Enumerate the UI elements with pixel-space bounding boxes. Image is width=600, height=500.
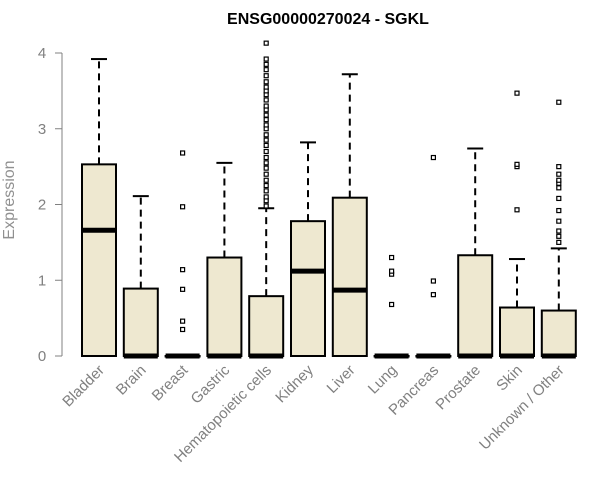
box-kidney xyxy=(290,141,326,357)
box xyxy=(540,309,577,357)
outlier-point xyxy=(514,90,520,96)
box xyxy=(248,295,285,357)
outlier-point xyxy=(180,204,186,210)
box xyxy=(331,196,368,357)
x-tick-label: Kidney xyxy=(272,361,317,406)
outlier-point xyxy=(263,165,269,171)
outlier-point xyxy=(556,239,562,245)
outlier-point xyxy=(263,137,269,143)
box xyxy=(81,163,117,357)
outlier-point xyxy=(263,194,269,200)
y-axis: 0 1 2 3 4 xyxy=(38,45,63,365)
outlier-point xyxy=(263,73,269,79)
x-tick-label: Breast xyxy=(149,361,192,404)
outlier-point xyxy=(263,122,269,128)
outlier-point xyxy=(263,67,269,73)
box-liver xyxy=(331,73,368,357)
outlier-point xyxy=(556,171,562,177)
outlier-point xyxy=(263,132,269,138)
outlier-point xyxy=(263,171,269,177)
outlier-point xyxy=(556,233,562,239)
outlier-point xyxy=(263,112,269,118)
outlier-point xyxy=(556,164,562,170)
box-prostate xyxy=(457,147,494,359)
outlier-point xyxy=(180,286,186,292)
outlier-point xyxy=(556,177,562,183)
box-skin xyxy=(499,90,535,359)
outlier-point xyxy=(389,268,395,274)
x-tick-label: Brain xyxy=(113,362,150,399)
outlier-point xyxy=(263,160,269,166)
outlier-point xyxy=(430,154,436,161)
box-series xyxy=(81,40,577,359)
box-pancreas xyxy=(415,154,452,359)
outlier-point xyxy=(389,254,395,261)
x-tick-label: Liver xyxy=(324,362,359,397)
outlier-point xyxy=(263,177,269,183)
outlier-point xyxy=(263,188,269,194)
box-hematopoietic-cells xyxy=(248,40,285,359)
outlier-point xyxy=(430,292,436,298)
outlier-point xyxy=(263,203,269,209)
y-tick-label: 2 xyxy=(38,197,46,214)
outlier-point xyxy=(263,148,269,155)
outlier-point xyxy=(263,61,269,67)
box-gastric xyxy=(206,161,243,359)
chart-title: ENSG00000270024 - SGKL xyxy=(227,11,429,28)
box xyxy=(122,287,159,357)
outlier-point xyxy=(556,218,562,224)
x-tick-label: Prostate xyxy=(432,362,484,414)
box-lung xyxy=(373,254,410,359)
outlier-point xyxy=(263,103,269,109)
outlier-point xyxy=(556,207,562,214)
outlier-point xyxy=(263,79,269,85)
box-bladder xyxy=(81,58,117,357)
outlier-point xyxy=(180,318,186,324)
outlier-point xyxy=(556,228,562,234)
y-tick-label: 1 xyxy=(38,272,46,289)
outlier-point xyxy=(263,154,269,161)
outlier-point xyxy=(263,40,269,46)
box-breast xyxy=(164,150,201,359)
y-tick-label: 4 xyxy=(38,45,46,62)
box xyxy=(457,254,494,357)
outlier-point xyxy=(180,267,186,273)
x-tick-label: Skin xyxy=(493,362,526,395)
outlier-point xyxy=(263,142,269,149)
outlier-point xyxy=(556,185,562,191)
y-tick-label: 0 xyxy=(38,348,46,365)
outlier-point xyxy=(556,99,562,105)
outlier-point xyxy=(263,182,269,189)
outlier-point xyxy=(514,161,520,167)
box xyxy=(499,306,535,357)
outlier-point xyxy=(263,117,269,123)
outlier-point xyxy=(389,301,395,308)
box-unknown-other xyxy=(540,99,577,359)
outlier-point xyxy=(180,326,186,333)
box xyxy=(290,220,326,357)
outlier-point xyxy=(263,56,269,62)
box-brain xyxy=(122,195,159,359)
box xyxy=(206,256,243,357)
outlier-point xyxy=(263,84,269,90)
outlier-point xyxy=(430,278,436,284)
y-tick-label: 3 xyxy=(38,121,46,138)
x-tick-label: Bladder xyxy=(59,362,108,411)
outlier-point xyxy=(514,207,520,213)
y-axis-label: Expression xyxy=(1,160,18,239)
outlier-point xyxy=(556,195,562,202)
outlier-point xyxy=(263,97,269,103)
outlier-point xyxy=(180,150,186,156)
x-tick-label: Lung xyxy=(365,362,401,398)
